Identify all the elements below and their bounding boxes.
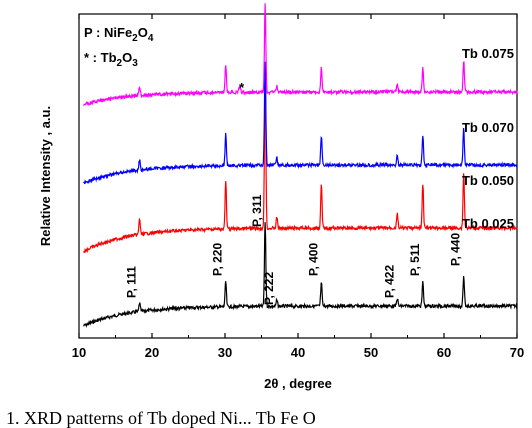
x-tick-label-60: 60 [437, 345, 451, 360]
peak-label-400: P, 400 [306, 243, 320, 276]
x-tick-label-50: 50 [364, 345, 378, 360]
trace-label-Tb-0_050: Tb 0.050 [462, 173, 514, 188]
figure-caption: 1. XRD patterns of Tb doped Ni... Tb Fe … [6, 408, 316, 428]
x-tick-label-20: 20 [145, 345, 159, 360]
trace-Tb-0_070 [83, 61, 518, 185]
legend-symbol-p: P [84, 25, 93, 40]
legend-line-tb2o3: * : Tb2O3 [84, 50, 138, 69]
trace-label-Tb-0_070: Tb 0.070 [462, 120, 514, 135]
trace-label-Tb-0_075: Tb 0.075 [462, 46, 514, 61]
impurity-markers: * [239, 80, 245, 95]
legend-line-nife2o4: P : NiFe2O4 [84, 25, 154, 44]
peak-label-422: P, 422 [382, 265, 396, 298]
x-axis-title: 2θ , degree [264, 376, 332, 391]
plot-frame [78, 13, 518, 339]
x-tick-label-30: 30 [218, 345, 232, 360]
x-tick-label-70: 70 [510, 345, 524, 360]
legend-symbol-star: * [84, 50, 90, 65]
x-tick-label-10: 10 [72, 345, 86, 360]
peak-label-440: P, 440 [449, 233, 463, 266]
trace-Tb-0_025 [83, 222, 518, 328]
peak-label-222: P, 222 [262, 272, 276, 305]
peak-labels: P, 111 P, 220 P, 311 P, 222 P, 400 P, 422 P, 5… [125, 194, 463, 305]
y-axis-title: Relative Intensity , a.u. [38, 106, 53, 246]
trace-Tb-0_075 [83, 3, 518, 107]
trace-labels: Tb 0.025 Tb 0.050 Tb 0.070 Tb 0.075 [462, 46, 514, 231]
legend: P : NiFe2O4 * : Tb2O3 [84, 25, 154, 69]
trace-label-Tb-0_025: Tb 0.025 [462, 216, 514, 231]
peak-label-311: P, 311 [250, 194, 264, 227]
impurity-marker-tb2o3: * [239, 80, 245, 95]
peak-label-220: P, 220 [211, 243, 225, 276]
x-tick-label-40: 40 [291, 345, 305, 360]
trace-Tb-0_050 [82, 68, 518, 254]
xrd-traces [82, 3, 518, 328]
peak-label-511: P, 511 [408, 243, 422, 276]
x-axis: 10 20 30 40 50 60 70 [72, 14, 524, 360]
peak-label-111: P, 111 [125, 266, 139, 298]
